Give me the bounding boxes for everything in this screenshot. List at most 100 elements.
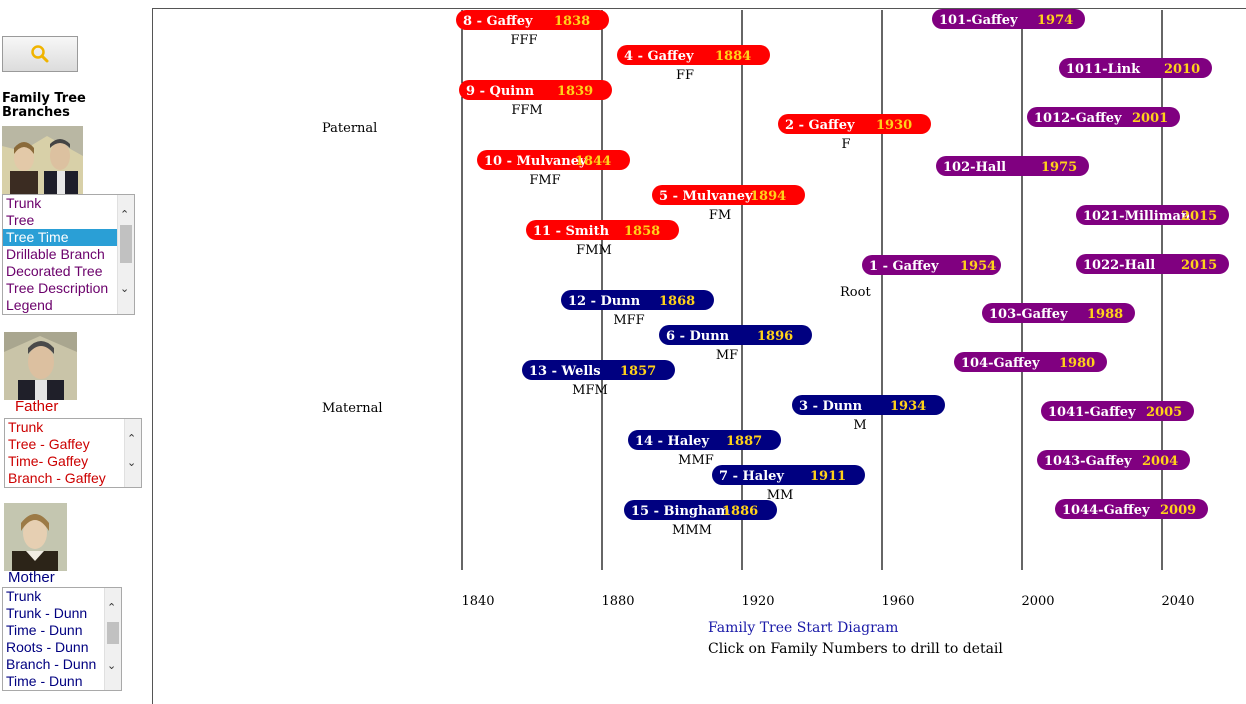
family-node[interactable]: 7 - Haley 1911 MM bbox=[712, 465, 865, 503]
family-node[interactable]: 1022-Hall 2015 bbox=[1076, 254, 1229, 274]
family-node-pill[interactable] bbox=[932, 9, 1085, 29]
family-node-label[interactable]: 6 - Dunn bbox=[666, 329, 730, 344]
family-node[interactable]: 103-Gaffey 1988 bbox=[982, 303, 1135, 323]
family-node-pill[interactable] bbox=[1059, 58, 1212, 78]
family-node-label[interactable]: 103-Gaffey bbox=[989, 307, 1068, 322]
list-option[interactable]: Drillable Branch bbox=[6, 246, 105, 262]
family-node[interactable]: 12 - Dunn 1868 MFF bbox=[561, 290, 714, 328]
family-node-pill[interactable] bbox=[1027, 107, 1180, 127]
family-node-label[interactable]: 1021-Milliman bbox=[1083, 209, 1191, 224]
family-node-label[interactable]: 9 - Quinn bbox=[466, 84, 535, 99]
scroll-up-icon[interactable]: ⌃ bbox=[107, 601, 117, 614]
family-node-pill[interactable] bbox=[1055, 499, 1208, 519]
mother-list-scrollbar[interactable]: ⌃ ⌄ bbox=[104, 588, 121, 690]
family-node[interactable]: 1041-Gaffey 2005 bbox=[1041, 401, 1194, 421]
family-node-label[interactable]: 4 - Gaffey bbox=[624, 49, 694, 64]
family-node-label[interactable]: 1041-Gaffey bbox=[1048, 405, 1136, 420]
list-option[interactable]: Tree Description bbox=[6, 280, 109, 296]
family-node-pill[interactable] bbox=[778, 114, 931, 134]
father-list[interactable]: Trunk Tree - Gaffey Time- Gaffey Branch - G… bbox=[4, 418, 142, 488]
family-node-label[interactable]: 5 - Mulvaney bbox=[659, 189, 753, 204]
family-node-label[interactable]: 1044-Gaffey bbox=[1062, 503, 1150, 518]
family-node-pill[interactable] bbox=[477, 150, 630, 170]
family-node-pill[interactable] bbox=[561, 290, 714, 310]
family-node[interactable]: 6 - Dunn 1896 MF bbox=[659, 325, 812, 363]
family-node[interactable]: 1044-Gaffey 2009 bbox=[1055, 499, 1208, 519]
family-node[interactable]: 1 - Gaffey 1954 bbox=[862, 255, 1001, 275]
family-node-label[interactable]: 3 - Dunn bbox=[799, 399, 863, 414]
family-node-pill[interactable] bbox=[522, 360, 675, 380]
family-node-pill[interactable] bbox=[1076, 205, 1229, 225]
list-option[interactable]: Decorated Tree bbox=[6, 263, 103, 279]
list-option[interactable]: Tree Time bbox=[3, 229, 117, 246]
family-node[interactable]: 1011-Link 2010 bbox=[1059, 58, 1212, 78]
family-node-pill[interactable] bbox=[456, 10, 609, 30]
family-node-label[interactable]: 1012-Gaffey bbox=[1034, 111, 1122, 126]
list-option[interactable]: Tree - Gaffey bbox=[8, 436, 90, 452]
list-option[interactable]: Time- Gaffey bbox=[8, 453, 89, 469]
family-node[interactable]: 104-Gaffey 1980 bbox=[954, 352, 1107, 372]
family-node-label[interactable]: 1 - Gaffey bbox=[869, 259, 939, 274]
family-node-pill[interactable] bbox=[624, 500, 777, 520]
family-node-pill[interactable] bbox=[526, 220, 679, 240]
family-node-pill[interactable] bbox=[936, 156, 1089, 176]
family-node[interactable]: 8 - Gaffey 1838 FFF bbox=[456, 10, 609, 48]
tree-list[interactable]: Trunk Tree Tree Time Drillable Branch Decora… bbox=[2, 194, 135, 315]
list-option[interactable]: Tree bbox=[6, 212, 35, 228]
family-node-label[interactable]: 1043-Gaffey bbox=[1044, 454, 1132, 469]
family-node[interactable]: 3 - Dunn 1934 M bbox=[792, 395, 945, 433]
family-node-pill[interactable] bbox=[617, 45, 770, 65]
family-node-label[interactable]: 14 - Haley bbox=[635, 434, 709, 449]
family-node-label[interactable]: 1022-Hall bbox=[1083, 258, 1155, 273]
family-node-label[interactable]: 7 - Haley bbox=[719, 469, 784, 484]
list-option[interactable]: Time - Dunn bbox=[6, 673, 83, 689]
family-node-pill[interactable] bbox=[652, 185, 805, 205]
family-node-label[interactable]: 1011-Link bbox=[1066, 62, 1141, 77]
family-node-label[interactable]: 104-Gaffey bbox=[961, 356, 1040, 371]
family-node-label[interactable]: 102-Hall bbox=[943, 160, 1006, 175]
family-node[interactable]: 4 - Gaffey 1884 FF bbox=[617, 45, 770, 83]
list-option[interactable]: Roots - Dunn bbox=[6, 639, 89, 655]
family-node-pill[interactable] bbox=[659, 325, 812, 345]
scroll-down-icon[interactable]: ⌄ bbox=[107, 659, 117, 672]
scroll-up-icon[interactable]: ⌃ bbox=[127, 432, 137, 445]
family-node-pill[interactable] bbox=[954, 352, 1107, 372]
list-option[interactable]: Time - Dunn bbox=[6, 622, 83, 638]
scroll-up-icon[interactable]: ⌃ bbox=[120, 208, 130, 221]
family-node-label[interactable]: 15 - Bingham bbox=[631, 504, 730, 519]
family-node-label[interactable]: 8 - Gaffey bbox=[463, 14, 533, 29]
list-option[interactable]: Trunk bbox=[6, 195, 42, 211]
list-option[interactable]: Trunk - Dunn bbox=[6, 605, 88, 621]
family-node[interactable]: 11 - Smith 1858 FMM bbox=[526, 220, 679, 258]
family-node-pill[interactable] bbox=[1041, 401, 1194, 421]
list-option[interactable]: Trunk bbox=[8, 419, 44, 435]
family-node-label[interactable]: 2 - Gaffey bbox=[785, 118, 855, 133]
family-node[interactable]: 2 - Gaffey 1930 F bbox=[778, 114, 931, 152]
family-node[interactable]: 9 - Quinn 1839 FFM bbox=[459, 80, 612, 118]
family-node-pill[interactable] bbox=[862, 255, 1001, 275]
list-option[interactable]: Branch - Dunn bbox=[6, 656, 97, 672]
tree-list-scrollbar[interactable]: ⌃ ⌄ bbox=[117, 195, 134, 314]
family-node-label[interactable]: 101-Gaffey bbox=[939, 13, 1018, 28]
family-node[interactable]: 102-Hall 1975 bbox=[936, 156, 1089, 176]
search-button[interactable] bbox=[2, 36, 78, 72]
family-node-pill[interactable] bbox=[459, 80, 612, 100]
scroll-down-icon[interactable]: ⌄ bbox=[127, 456, 137, 469]
list-option[interactable]: Legend bbox=[6, 297, 53, 313]
family-node[interactable]: 101-Gaffey 1974 bbox=[932, 9, 1085, 29]
family-node[interactable]: 13 - Wells 1857 MFM bbox=[522, 360, 675, 398]
family-node[interactable]: 14 - Haley 1887 MMF bbox=[628, 430, 781, 468]
family-node-pill[interactable] bbox=[1037, 450, 1190, 470]
family-node-label[interactable]: 13 - Wells bbox=[529, 364, 601, 379]
family-node-pill[interactable] bbox=[792, 395, 945, 415]
family-node-label[interactable]: 10 - Mulvaney bbox=[484, 154, 587, 169]
family-node-pill[interactable] bbox=[628, 430, 781, 450]
family-node[interactable]: 1012-Gaffey 2001 bbox=[1027, 107, 1180, 127]
family-node-pill[interactable] bbox=[712, 465, 865, 485]
family-node-pill[interactable] bbox=[982, 303, 1135, 323]
father-list-scrollbar[interactable]: ⌃ ⌄ bbox=[124, 419, 141, 487]
list-option[interactable]: Trunk bbox=[6, 588, 42, 604]
